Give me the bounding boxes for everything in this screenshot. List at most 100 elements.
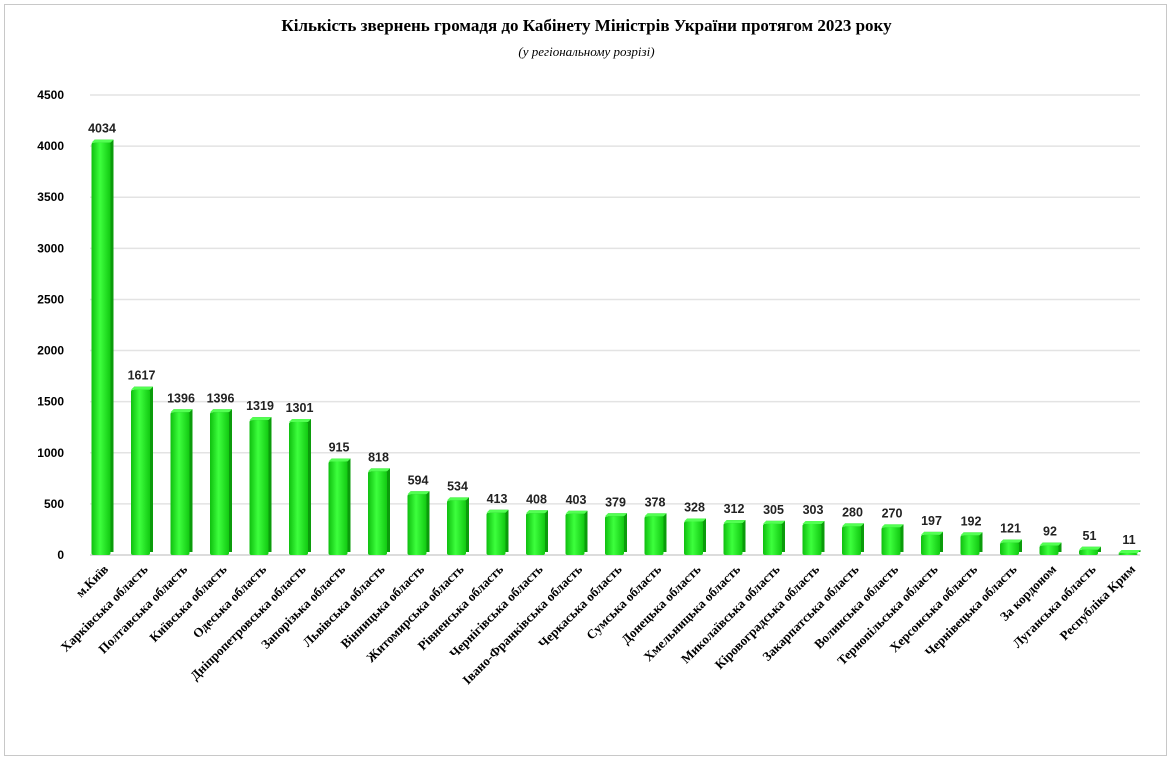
bar-cap: [921, 531, 943, 535]
bar-cap: [447, 497, 469, 501]
x-tick-label: м.Київ: [72, 562, 111, 601]
bar: [1079, 549, 1098, 555]
bar: [763, 523, 782, 555]
bar-cap: [1118, 550, 1141, 553]
bar-cap: [249, 417, 272, 421]
bar-cap: [565, 510, 588, 514]
y-tick-label: 4500: [37, 88, 64, 102]
data-label: 534: [447, 479, 468, 493]
bar-cap: [1079, 546, 1101, 550]
bar-cap: [328, 458, 351, 462]
bar: [249, 420, 269, 555]
y-tick-label: 3500: [37, 190, 64, 204]
data-label: 328: [684, 500, 705, 514]
bar: [407, 494, 427, 555]
bar-cap: [170, 409, 193, 413]
bar-cap: [802, 521, 825, 525]
bar-cap: [407, 491, 430, 495]
data-label: 51: [1083, 529, 1097, 543]
y-tick-label: 4000: [37, 139, 64, 153]
bar: [526, 513, 545, 555]
bar: [921, 534, 940, 555]
y-tick-label: 2500: [37, 292, 64, 306]
bar-cap: [723, 520, 746, 524]
y-tick-label: 0: [57, 548, 64, 562]
data-label: 1301: [286, 401, 314, 415]
bar-cap: [289, 419, 311, 423]
chart-title: Кількість звернень громадя до Кабінету М…: [281, 16, 892, 35]
bar-cap: [131, 386, 153, 390]
data-label: 1319: [246, 399, 274, 413]
data-label: 915: [329, 440, 350, 454]
data-label: 1396: [207, 391, 235, 405]
bar: [1118, 553, 1138, 555]
x-tick-label: Республіка Крим: [1057, 561, 1139, 643]
bar-cap: [526, 510, 548, 514]
bars: [91, 139, 1141, 555]
y-axis: 0 500 1000 1500 2000 2500 3000 3500 4000 4500: [37, 88, 64, 562]
bar: [1000, 542, 1019, 555]
bar-cap: [368, 468, 390, 472]
data-label: 192: [961, 514, 982, 528]
bar-cap: [486, 509, 509, 513]
bar-cap: [1039, 542, 1062, 546]
y-tick-label: 500: [44, 497, 64, 511]
bar-cap: [91, 139, 114, 143]
y-tick-label: 1500: [37, 395, 64, 409]
bar-cap: [605, 513, 627, 517]
y-tick-label: 1000: [37, 446, 64, 460]
bar-cap: [684, 518, 706, 522]
bar: [842, 526, 861, 555]
chart-frame: [4, 4, 1167, 756]
data-label: 818: [368, 450, 389, 464]
y-tick-label: 2000: [37, 344, 64, 358]
data-label: 403: [566, 493, 587, 507]
bar: [960, 535, 980, 555]
data-label: 1617: [128, 369, 156, 383]
bar-cap: [842, 523, 864, 527]
bar: [170, 412, 190, 555]
bar-cap: [763, 520, 785, 524]
data-label: 312: [724, 502, 745, 516]
chart-subtitle: (у регіональному розрізі): [518, 44, 655, 59]
bar-cap: [881, 524, 904, 528]
data-label: 1396: [167, 391, 195, 405]
data-label: 378: [645, 495, 666, 509]
bar: [723, 523, 743, 555]
bar: [210, 412, 229, 555]
bar: [684, 521, 703, 555]
y-tick-label: 3000: [37, 241, 64, 255]
data-labels: 4034 1617 1396 1396 1319 1301 915 818 594 534 413 4…: [88, 122, 1136, 547]
bar: [605, 516, 624, 555]
bar-cap: [644, 513, 667, 517]
data-label: 11: [1122, 533, 1135, 547]
bar-cap: [210, 409, 232, 413]
bar-cap: [960, 532, 983, 536]
data-label: 121: [1000, 522, 1021, 536]
gridlines: [90, 94, 1140, 556]
bar: [565, 513, 585, 555]
bar: [644, 516, 664, 555]
bar: [486, 512, 506, 555]
bar-cap: [1000, 539, 1022, 543]
data-label: 305: [763, 503, 784, 517]
bar: [1039, 545, 1059, 555]
data-label: 408: [526, 492, 547, 506]
data-label: 379: [605, 495, 626, 509]
data-label: 303: [803, 503, 824, 517]
bar: [881, 527, 901, 555]
data-label: 413: [487, 492, 508, 506]
data-label: 197: [921, 514, 942, 528]
data-label: 4034: [88, 122, 116, 136]
bar: [131, 389, 150, 555]
data-label: 92: [1043, 525, 1057, 539]
bar: [447, 500, 466, 555]
bar: [368, 471, 387, 555]
data-label: 270: [882, 506, 903, 520]
bar: [802, 524, 822, 555]
data-label: 594: [408, 473, 429, 487]
bar: [328, 461, 348, 555]
data-label: 280: [842, 505, 863, 519]
